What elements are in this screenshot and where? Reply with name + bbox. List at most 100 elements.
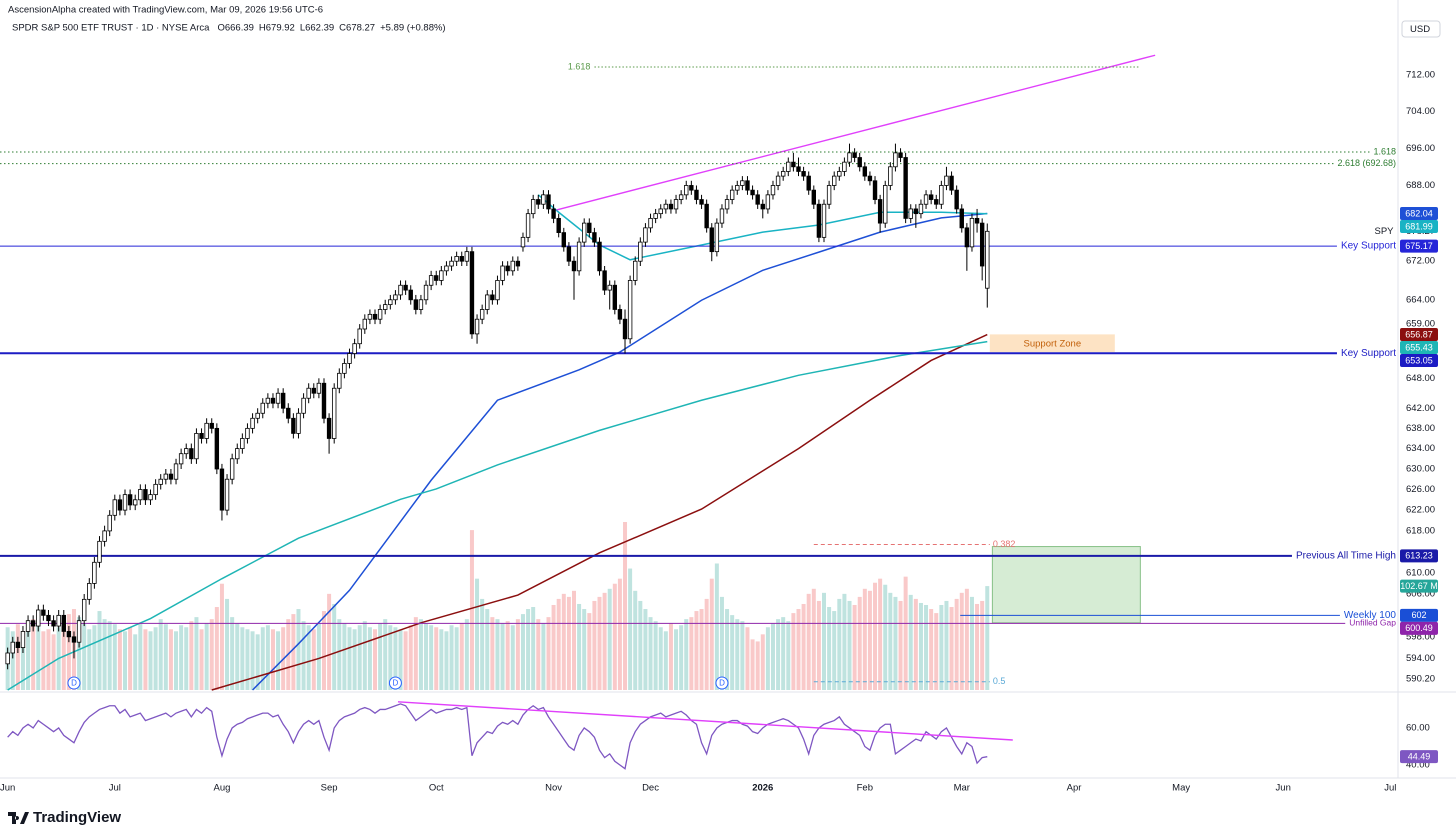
volume-bar: [403, 631, 408, 690]
candle-body: [306, 387, 311, 399]
volume-bar: [219, 583, 224, 690]
candle-body: [556, 217, 561, 233]
candle-body: [765, 194, 771, 210]
candle-body: [709, 227, 714, 253]
fib-label: 0.382: [993, 539, 1016, 549]
candle-body: [76, 620, 82, 643]
volume-bar: [398, 629, 403, 690]
candle-body: [275, 392, 281, 404]
ohlc-summary: +5.89 (+0.88%): [380, 23, 446, 34]
candle-body: [954, 189, 959, 210]
candle-body: [296, 412, 301, 434]
volume-bar: [505, 621, 510, 690]
volume-bar: [684, 619, 689, 690]
y-tick-label: 618.00: [1406, 525, 1435, 536]
price-box: [1400, 206, 1438, 220]
candle-body: [301, 397, 306, 414]
candle-body: [214, 427, 220, 470]
x-tick-label: Jun: [1276, 783, 1291, 794]
candle-body: [979, 222, 985, 267]
volume-bar: [296, 609, 301, 690]
candle-body: [347, 353, 352, 364]
volume-bar: [551, 604, 556, 690]
candle-body: [66, 631, 72, 638]
moving-average: [211, 333, 988, 691]
volume-bar: [26, 629, 31, 690]
volume-bar: [526, 609, 531, 690]
volume-bar: [418, 619, 423, 690]
candle-body: [949, 175, 954, 191]
volume-bar: [709, 578, 714, 690]
x-tick-label: Feb: [857, 783, 873, 794]
y-tick-label: 664.00: [1406, 294, 1435, 305]
candle-body: [464, 251, 470, 262]
candle-body: [668, 203, 674, 210]
price-box-label: 656.87: [1405, 329, 1433, 339]
zone: [989, 334, 1115, 353]
level-label: Previous All Time High: [1296, 550, 1396, 561]
volume-bar: [969, 596, 974, 690]
candle-body: [704, 203, 709, 229]
candle-body: [541, 194, 546, 205]
volume-bar: [873, 582, 878, 690]
volume-bar: [531, 607, 536, 690]
candle-body: [893, 152, 898, 168]
volume-bar: [913, 598, 918, 690]
candle-body: [133, 499, 138, 506]
level-label: Key Support: [1341, 241, 1396, 252]
volume-bar: [77, 617, 82, 690]
volume-bar: [439, 629, 444, 690]
candle-body: [724, 199, 730, 210]
volume-bar: [597, 596, 602, 690]
volume-bar: [765, 627, 770, 690]
volume-bar: [153, 627, 158, 690]
fib-label: 2.618 (692.68): [1337, 158, 1396, 168]
candle-body: [985, 230, 990, 289]
candle-body: [5, 652, 10, 665]
volume-bar: [413, 617, 418, 690]
candle-body: [428, 275, 434, 286]
dividend-label: D: [719, 679, 725, 688]
candle-body: [286, 407, 291, 419]
volume-bar: [434, 627, 439, 690]
candle-body: [321, 382, 327, 419]
volume-bar: [577, 603, 582, 690]
candle-body: [362, 318, 368, 330]
candle-body: [735, 185, 740, 191]
candle-body: [775, 175, 781, 186]
volume-bar: [276, 631, 281, 690]
volume-bar: [725, 609, 730, 690]
candle-body: [367, 313, 373, 320]
candle-body: [505, 265, 510, 272]
candle-body: [127, 494, 133, 506]
fib-label: 0.5: [993, 676, 1006, 686]
candle-body: [485, 294, 490, 310]
candle-body: [755, 194, 760, 205]
candle-body: [520, 236, 526, 248]
volume-bar: [102, 619, 107, 690]
y-tick-label: 594.00: [1406, 653, 1435, 664]
volume-bar: [373, 629, 378, 690]
candle-body: [403, 284, 408, 291]
volume-bar: [776, 619, 781, 690]
candle-body: [648, 217, 653, 229]
dividend-marker: [67, 676, 81, 690]
candle-body: [582, 222, 587, 243]
currency-box[interactable]: [1401, 20, 1441, 38]
volume-bar: [138, 623, 143, 690]
candle-body: [122, 494, 128, 511]
candle-body: [530, 199, 536, 215]
volume-bar: [949, 607, 954, 690]
candle-body: [571, 260, 577, 272]
price-box-label: 682.04: [1405, 208, 1433, 218]
rsi-pane: [7, 701, 1013, 770]
volume-bar: [689, 617, 694, 690]
volume-bar: [36, 623, 41, 690]
candle-body: [311, 387, 316, 394]
candle-body: [969, 217, 975, 248]
candle-body: [837, 171, 842, 177]
volume-bar: [429, 625, 434, 690]
candle-body: [750, 189, 755, 196]
candle-body: [393, 294, 398, 301]
volume-bar: [878, 578, 883, 690]
